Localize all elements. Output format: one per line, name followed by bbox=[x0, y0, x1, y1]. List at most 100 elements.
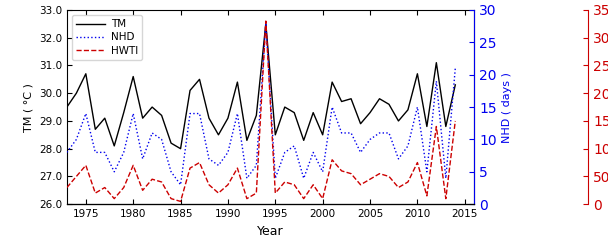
NHD bbox=[224, 151, 232, 154]
TM bbox=[215, 133, 222, 136]
TM bbox=[243, 139, 250, 142]
NHD bbox=[404, 144, 412, 147]
TM bbox=[111, 144, 118, 147]
TM bbox=[328, 81, 336, 84]
HWTI bbox=[187, 167, 194, 170]
TM bbox=[63, 106, 71, 109]
TM bbox=[347, 97, 354, 100]
NHD bbox=[187, 112, 194, 115]
TM bbox=[224, 117, 232, 120]
HWTI bbox=[291, 183, 298, 186]
HWTI bbox=[167, 197, 174, 200]
NHD bbox=[120, 151, 127, 154]
NHD bbox=[385, 131, 393, 134]
NHD bbox=[148, 131, 156, 134]
NHD bbox=[158, 138, 165, 141]
TM bbox=[262, 22, 269, 25]
NHD bbox=[338, 131, 345, 134]
HWTI bbox=[442, 197, 449, 200]
NHD bbox=[272, 177, 279, 180]
NHD bbox=[243, 177, 250, 180]
HWTI bbox=[148, 178, 156, 181]
HWTI bbox=[357, 183, 364, 186]
TM bbox=[395, 120, 402, 123]
NHD bbox=[357, 151, 364, 154]
Y-axis label: TM ( °C ): TM ( °C ) bbox=[23, 83, 33, 131]
HWTI bbox=[111, 197, 118, 200]
HWTI bbox=[243, 197, 250, 200]
NHD bbox=[300, 177, 308, 180]
HWTI bbox=[233, 167, 241, 170]
Line: TM: TM bbox=[67, 24, 455, 149]
TM bbox=[291, 111, 298, 114]
HWTI bbox=[253, 191, 260, 194]
NHD bbox=[319, 170, 326, 173]
TM bbox=[452, 83, 459, 86]
TM bbox=[130, 75, 137, 78]
NHD bbox=[253, 164, 260, 167]
HWTI bbox=[433, 125, 440, 128]
TM bbox=[367, 111, 374, 114]
NHD bbox=[395, 157, 402, 160]
NHD bbox=[215, 164, 222, 167]
TM bbox=[442, 125, 449, 128]
TM bbox=[376, 97, 383, 100]
NHD bbox=[73, 138, 80, 141]
NHD bbox=[433, 80, 440, 83]
HWTI bbox=[215, 191, 222, 194]
Line: NHD: NHD bbox=[67, 23, 455, 185]
HWTI bbox=[206, 183, 213, 186]
NHD bbox=[367, 138, 374, 141]
HWTI bbox=[139, 189, 147, 192]
X-axis label: Year: Year bbox=[257, 225, 284, 238]
HWTI bbox=[300, 197, 308, 200]
TM bbox=[404, 108, 412, 111]
HWTI bbox=[272, 191, 279, 194]
TM bbox=[272, 133, 279, 136]
TM bbox=[101, 117, 108, 120]
NHD bbox=[206, 157, 213, 160]
Y-axis label: NHD ( days ): NHD ( days ) bbox=[502, 72, 513, 142]
HWTI bbox=[82, 164, 89, 167]
TM bbox=[414, 72, 421, 75]
TM bbox=[423, 125, 430, 128]
HWTI bbox=[414, 161, 421, 164]
TM bbox=[148, 106, 156, 109]
HWTI bbox=[423, 194, 430, 197]
NHD bbox=[196, 112, 203, 115]
NHD bbox=[63, 151, 71, 154]
HWTI bbox=[262, 20, 269, 23]
NHD bbox=[130, 112, 137, 115]
HWTI bbox=[452, 120, 459, 123]
NHD bbox=[82, 112, 89, 115]
TM bbox=[300, 139, 308, 142]
HWTI bbox=[196, 161, 203, 164]
HWTI bbox=[319, 197, 326, 200]
NHD bbox=[233, 112, 241, 115]
HWTI bbox=[376, 172, 383, 175]
TM bbox=[158, 114, 165, 117]
TM bbox=[73, 92, 80, 95]
TM bbox=[385, 103, 393, 106]
HWTI bbox=[395, 186, 402, 189]
HWTI bbox=[158, 181, 165, 184]
NHD bbox=[262, 21, 269, 24]
NHD bbox=[139, 157, 147, 160]
HWTI bbox=[101, 186, 108, 189]
TM bbox=[120, 111, 127, 114]
NHD bbox=[414, 106, 421, 109]
NHD bbox=[328, 106, 336, 109]
HWTI bbox=[385, 175, 393, 178]
NHD bbox=[177, 183, 184, 186]
NHD bbox=[111, 170, 118, 173]
TM bbox=[309, 111, 317, 114]
HWTI bbox=[281, 181, 288, 184]
NHD bbox=[309, 151, 317, 154]
TM bbox=[82, 72, 89, 75]
TM bbox=[196, 78, 203, 81]
TM bbox=[92, 128, 99, 131]
TM bbox=[357, 122, 364, 125]
HWTI bbox=[120, 186, 127, 189]
NHD bbox=[92, 151, 99, 154]
HWTI bbox=[177, 200, 184, 203]
